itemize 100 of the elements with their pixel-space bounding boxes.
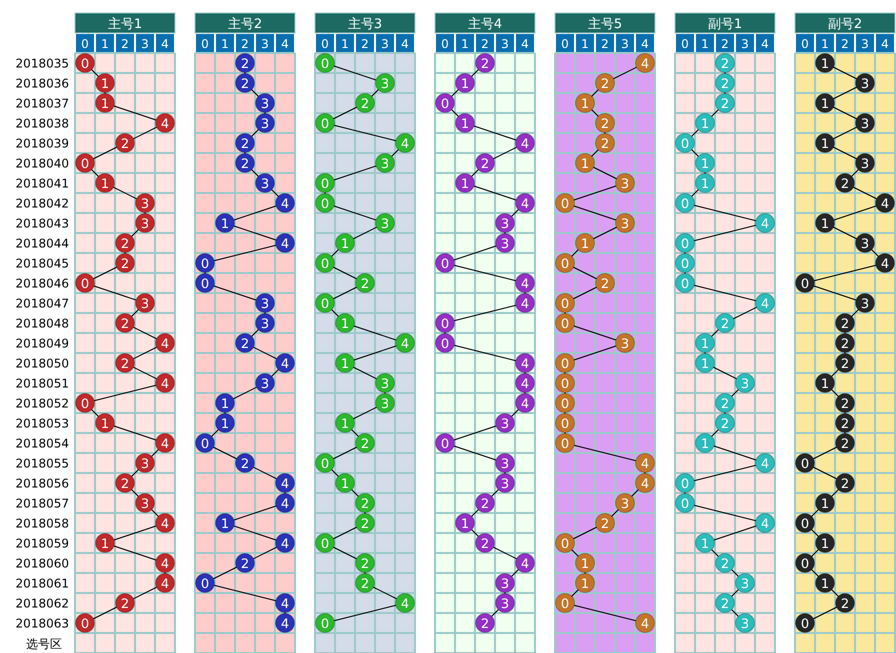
y-tick-label: 2018051 [16, 376, 69, 390]
data-label: 0 [560, 597, 570, 612]
y-tick-label: 2018042 [16, 196, 69, 210]
chart-title: 副号1 [708, 17, 742, 32]
y-tick-label: 2018036 [16, 76, 69, 90]
chart-title: 主号4 [468, 16, 502, 32]
x-tick-label: 1 [461, 37, 469, 51]
data-label: 1 [580, 97, 590, 112]
data-label: 4 [160, 437, 170, 452]
data-label: 3 [620, 337, 630, 352]
data-label: 2 [840, 177, 850, 192]
data-label: 0 [560, 437, 570, 452]
data-label: 4 [760, 457, 770, 472]
data-label: 0 [560, 317, 570, 332]
data-label: 1 [220, 517, 230, 532]
data-label: 3 [860, 297, 870, 312]
y-tick-label: 2018058 [16, 516, 69, 530]
y-tick-label: 2018061 [16, 576, 69, 590]
data-label: 1 [220, 417, 230, 432]
data-label: 3 [500, 237, 510, 252]
x-tick-label: 0 [561, 37, 569, 51]
data-label: 1 [460, 177, 470, 192]
data-label: 4 [520, 277, 530, 292]
data-label: 0 [800, 617, 810, 632]
data-label: 0 [680, 237, 690, 252]
data-label: 4 [640, 457, 650, 472]
data-label: 2 [600, 77, 610, 92]
data-label: 3 [860, 77, 870, 92]
data-label: 4 [520, 297, 530, 312]
data-label: 4 [640, 477, 650, 492]
data-label: 2 [840, 397, 850, 412]
data-label: 1 [700, 157, 710, 172]
y-tick-label: 2018038 [16, 116, 69, 130]
data-label: 1 [820, 57, 830, 72]
data-label: 2 [240, 557, 250, 572]
data-label: 3 [620, 217, 630, 232]
data-label: 0 [200, 257, 210, 272]
data-label: 2 [240, 157, 250, 172]
data-label: 3 [860, 117, 870, 132]
data-label: 2 [720, 557, 730, 572]
data-label: 3 [500, 477, 510, 492]
y-tick-label: 2018055 [16, 456, 69, 470]
data-label: 3 [380, 77, 390, 92]
data-label: 0 [320, 257, 330, 272]
y-tick-label: 2018043 [16, 216, 69, 230]
x-tick-label: 2 [121, 37, 129, 51]
data-label: 0 [680, 477, 690, 492]
data-label: 0 [680, 197, 690, 212]
data-label: 0 [560, 357, 570, 372]
data-label: 1 [580, 577, 590, 592]
data-label: 2 [720, 97, 730, 112]
data-label: 3 [500, 597, 510, 612]
chart-title: 主号1 [108, 16, 142, 32]
data-label: 2 [840, 477, 850, 492]
data-label: 0 [560, 257, 570, 272]
data-label: 2 [120, 317, 130, 332]
y-tick-label: 2018049 [16, 336, 69, 350]
x-tick-label: 4 [281, 37, 289, 51]
x-tick-label: 3 [741, 37, 749, 51]
y-tick-label: 2018063 [16, 616, 69, 630]
y-tick-label: 2018060 [16, 556, 69, 570]
data-label: 1 [820, 537, 830, 552]
data-label: 1 [220, 217, 230, 232]
data-label: 4 [760, 297, 770, 312]
data-label: 2 [480, 157, 490, 172]
data-label: 0 [80, 397, 90, 412]
data-label: 3 [380, 157, 390, 172]
data-label: 4 [760, 217, 770, 232]
data-label: 3 [260, 297, 270, 312]
data-label: 0 [320, 537, 330, 552]
data-label: 2 [120, 477, 130, 492]
data-label: 2 [120, 357, 130, 372]
data-label: 3 [260, 177, 270, 192]
y-tick-label: 2018056 [16, 476, 69, 490]
data-label: 0 [320, 117, 330, 132]
x-tick-label: 4 [401, 37, 409, 51]
data-label: 2 [120, 137, 130, 152]
data-label: 1 [820, 217, 830, 232]
data-label: 1 [100, 97, 110, 112]
data-label: 0 [680, 257, 690, 272]
data-label: 2 [840, 337, 850, 352]
data-label: 4 [640, 617, 650, 632]
data-label: 0 [320, 617, 330, 632]
data-label: 2 [480, 497, 490, 512]
data-label: 1 [340, 237, 350, 252]
data-label: 2 [360, 277, 370, 292]
data-label: 1 [700, 537, 710, 552]
y-tick-label: 2018052 [16, 396, 69, 410]
x-tick-label: 0 [201, 37, 209, 51]
data-label: 3 [740, 577, 750, 592]
data-label: 1 [820, 137, 830, 152]
chart-title: 主号5 [588, 16, 622, 32]
data-label: 1 [220, 397, 230, 412]
data-label: 3 [140, 497, 150, 512]
data-label: 2 [360, 97, 370, 112]
data-label: 1 [340, 357, 350, 372]
x-tick-label: 1 [581, 37, 589, 51]
data-label: 0 [320, 297, 330, 312]
x-tick-label: 0 [81, 37, 89, 51]
data-label: 0 [440, 317, 450, 332]
